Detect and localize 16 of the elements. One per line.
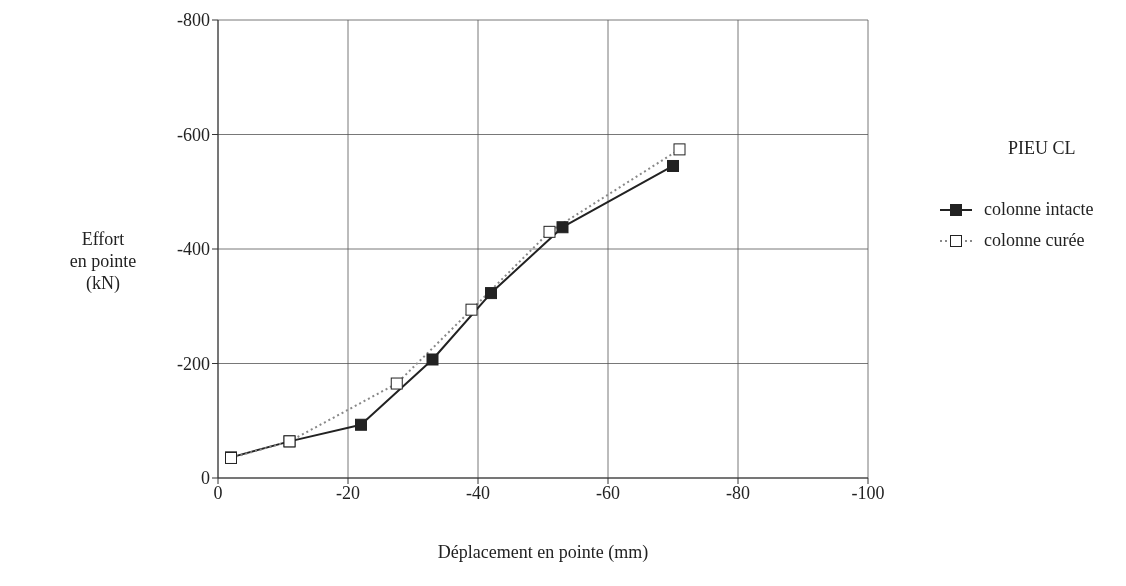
x-tick-label: -40: [466, 482, 490, 503]
x-tick-label: -60: [596, 482, 620, 503]
x-tick-label: -80: [726, 482, 750, 503]
legend-label: colonne intacte: [984, 199, 1094, 220]
legend-label: colonne curée: [984, 230, 1085, 251]
x-axis-title: Déplacement en pointe (mm): [437, 542, 649, 563]
x-tick-label: -100: [851, 482, 885, 503]
x-tick-label: -20: [336, 482, 360, 503]
x-tick-label: 0: [213, 482, 223, 503]
y-tick-label: -200: [177, 353, 210, 374]
y-tick-label: -600: [177, 124, 210, 145]
y-tick-label: 0: [201, 468, 210, 489]
legend-title: PIEU CL: [1008, 138, 1077, 159]
y-tick-label: -400: [177, 239, 210, 260]
y-axis-title: Effort en pointe (kN): [68, 228, 138, 294]
y-tick-label: -800: [177, 10, 210, 31]
